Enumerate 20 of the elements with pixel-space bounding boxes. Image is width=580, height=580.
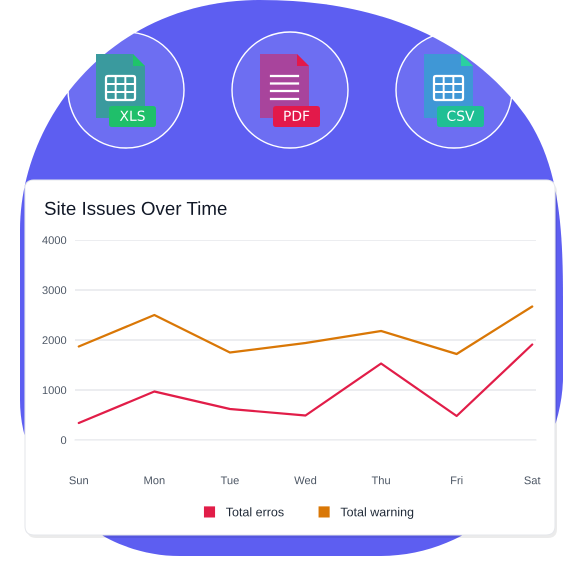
x-tick-label: Wed xyxy=(294,476,316,484)
y-tick-label: 3000 xyxy=(42,286,66,294)
legend-label: Total warning xyxy=(340,507,414,519)
line-series xyxy=(78,305,534,356)
text: PDF xyxy=(284,110,310,121)
y-tick-label: 2000 xyxy=(42,336,66,344)
y-tick-label: 1000 xyxy=(42,386,66,394)
y-tick-label: 0 xyxy=(60,436,66,444)
x-tick-label: Sun xyxy=(69,476,88,484)
y-tick-label: 4000 xyxy=(42,236,66,244)
legend-label: Total erros xyxy=(226,507,284,516)
text: CSV xyxy=(447,110,474,122)
line-series xyxy=(78,343,534,424)
x-tick-label: Fri xyxy=(451,476,462,484)
x-tick-label: Mon xyxy=(144,476,164,484)
text: XLS xyxy=(120,110,145,122)
x-tick-label: Tue xyxy=(220,476,239,484)
x-tick-label: Sat xyxy=(524,476,540,484)
chart-title: Site Issues Over Time xyxy=(44,201,227,216)
x-tick-label: Thu xyxy=(372,476,390,484)
